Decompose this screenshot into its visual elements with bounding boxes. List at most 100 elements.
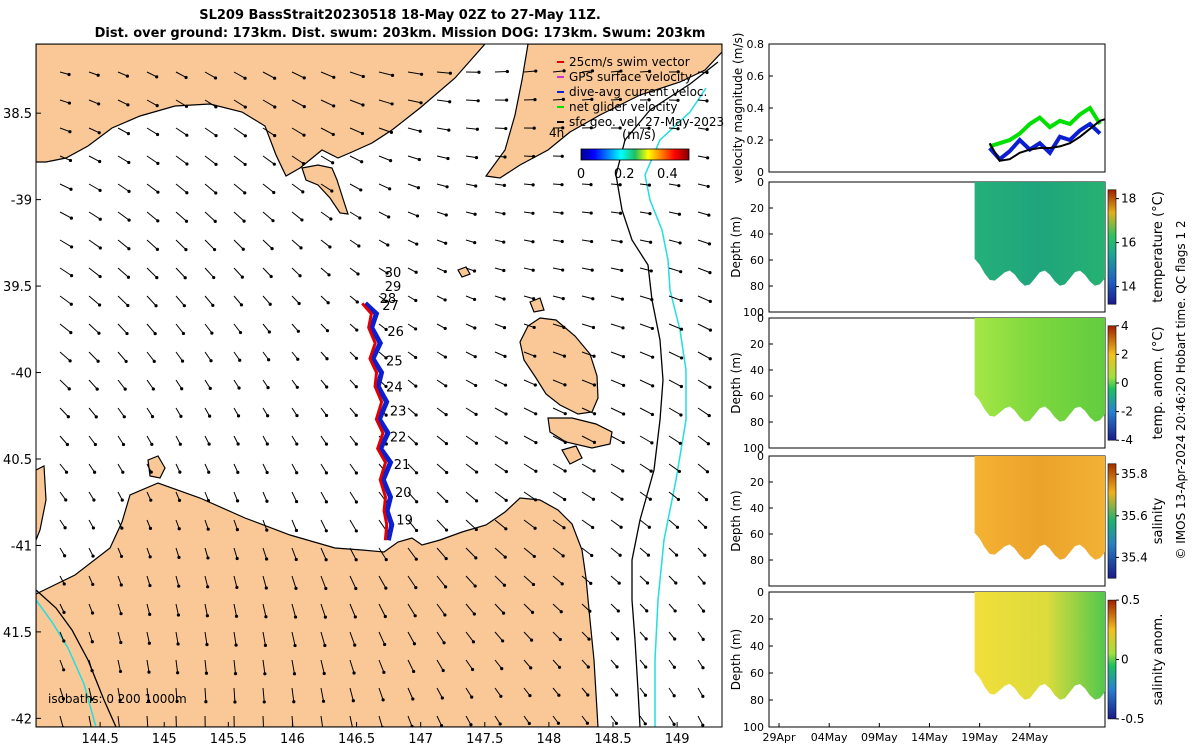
velocity-arrow-head [707, 242, 712, 246]
velocity-arrow-head [675, 525, 680, 529]
velocity-arrow-head [118, 698, 122, 702]
velocity-arrow-head [183, 276, 187, 280]
velocity-arrow-head [96, 359, 100, 363]
velocity-arrow-head [241, 247, 245, 251]
velocity-arrow-head [446, 156, 450, 161]
velocity-arrow-head [650, 326, 654, 331]
velocity-arrow-head [361, 103, 365, 107]
velocity-arrow-shaft [552, 575, 563, 585]
day-label: 28 [380, 292, 397, 307]
velocity-arrow-shaft [291, 99, 305, 108]
velocity-arrow-shaft [262, 71, 275, 79]
velocity-arrow-shaft [233, 155, 246, 165]
section-data-fill [974, 318, 1105, 422]
velocity-arrow-shaft [610, 267, 622, 271]
velocity-arrow-shaft [320, 463, 327, 474]
velocity-arrow-head [324, 586, 328, 591]
velocity-arrow-head [474, 412, 478, 416]
velocity-arrow-shaft [88, 155, 100, 162]
velocity-arrow-shaft [320, 155, 333, 164]
velocity-arrow-head [98, 217, 102, 221]
velocity-arrow-head [323, 615, 327, 619]
velocity-arrow-head [212, 275, 216, 280]
velocity-arrow-head [204, 728, 207, 731]
velocity-arrow-shaft [262, 491, 268, 502]
velocity-arrow-shaft [610, 575, 620, 584]
velocity-arrow-shaft [117, 99, 129, 106]
velocity-arrow-shaft [320, 603, 326, 618]
velocity-arrow-shaft [117, 267, 129, 278]
velocity-arrow-head [679, 270, 683, 274]
velocity-arrow-head [618, 553, 622, 557]
velocity-arrow-head [384, 586, 388, 590]
velocity-arrow-shaft [59, 127, 71, 133]
velocity-arrow-shaft [146, 631, 150, 644]
velocity-arrow-shaft [320, 687, 325, 702]
velocity-arrow-head [475, 470, 479, 474]
velocity-arrow-shaft [291, 239, 302, 249]
velocity-arrow-head [64, 470, 69, 474]
velocity-arrow-shaft [494, 519, 507, 530]
map-x-tick-label: 144.5 [82, 732, 119, 747]
velocity-arrow-shaft [378, 71, 393, 76]
velocity-arrow-head [327, 273, 331, 277]
velocity-arrow-shaft [639, 323, 653, 329]
velocity-arrow-head [148, 555, 152, 559]
velocity-arrow-head [325, 357, 329, 361]
day-label: 30 [385, 266, 402, 281]
velocity-arrow-shaft [523, 407, 536, 415]
velocity-arrow-head [208, 414, 212, 418]
velocity-arrow-head [92, 470, 97, 474]
velocity-arrow-shaft [262, 575, 267, 589]
velocity-arrow-head [262, 728, 265, 731]
velocity-arrow-head [673, 637, 677, 641]
velocity-arrow-head [591, 297, 595, 301]
velocity-arrow-shaft [175, 351, 183, 362]
velocity-arrow-head [181, 331, 186, 336]
flinders-island [519, 317, 599, 415]
velocity-arrow-shaft [146, 603, 151, 615]
colorbar-axis-label: temp. anom. (°C) [1151, 326, 1166, 439]
velocity-arrow-head [443, 613, 447, 617]
velocity-arrow-shaft [407, 407, 417, 416]
velocity-arrow-shaft [59, 407, 69, 418]
velocity-arrow-shaft [233, 575, 238, 588]
velocity-arrow-shaft [262, 687, 265, 702]
velocity-arrow-head [295, 413, 299, 418]
velocity-arrow-head [383, 642, 387, 647]
velocity-arrow-shaft [407, 687, 414, 700]
velocity-arrow-shaft [291, 687, 295, 702]
velocity-arrow-head [384, 356, 388, 360]
velocity-arrow-head [476, 99, 480, 103]
velocity-arrow-shaft [494, 407, 507, 415]
velocity-arrow-head [324, 500, 329, 504]
velocity-arrow-head [242, 219, 246, 223]
velocity-arrow-head [592, 383, 597, 387]
day-label: 24 [386, 380, 403, 395]
velocity-arrow-shaft [320, 519, 327, 532]
velocity-arrow-shaft [146, 155, 159, 164]
velocity-arrow-head [263, 643, 268, 648]
velocity-arrow-head [176, 642, 180, 646]
velocity-arrow-shaft [407, 379, 417, 387]
velocity-arrow-head [534, 440, 538, 445]
velocity-arrow-head [384, 327, 388, 332]
velocity-arrow-shaft [494, 351, 506, 357]
velocity-arrow-head [498, 722, 502, 726]
velocity-arrow-head [90, 611, 95, 615]
velocity-arrow-shaft [668, 407, 682, 416]
velocity-arrow-shaft [465, 715, 472, 725]
velocity-arrow-head [563, 383, 567, 387]
velocity-arrow-head [592, 354, 596, 358]
isobath-note: isobaths: 0 200 1000m [48, 692, 187, 706]
velocity-arrow-head [649, 469, 653, 473]
velocity-arrow-head [267, 358, 271, 362]
map-y-tick-label: 40.5 [3, 453, 32, 468]
velocity-arrow-shaft [697, 155, 708, 159]
velocity-arrow-shaft [697, 211, 709, 216]
velocity-arrow-head [69, 331, 73, 335]
velocity-arrow-head [267, 330, 271, 334]
velocity-arrow-shaft [697, 183, 709, 187]
velocity-arrow-head [206, 527, 210, 531]
velocity-arrow-shaft [581, 463, 595, 472]
